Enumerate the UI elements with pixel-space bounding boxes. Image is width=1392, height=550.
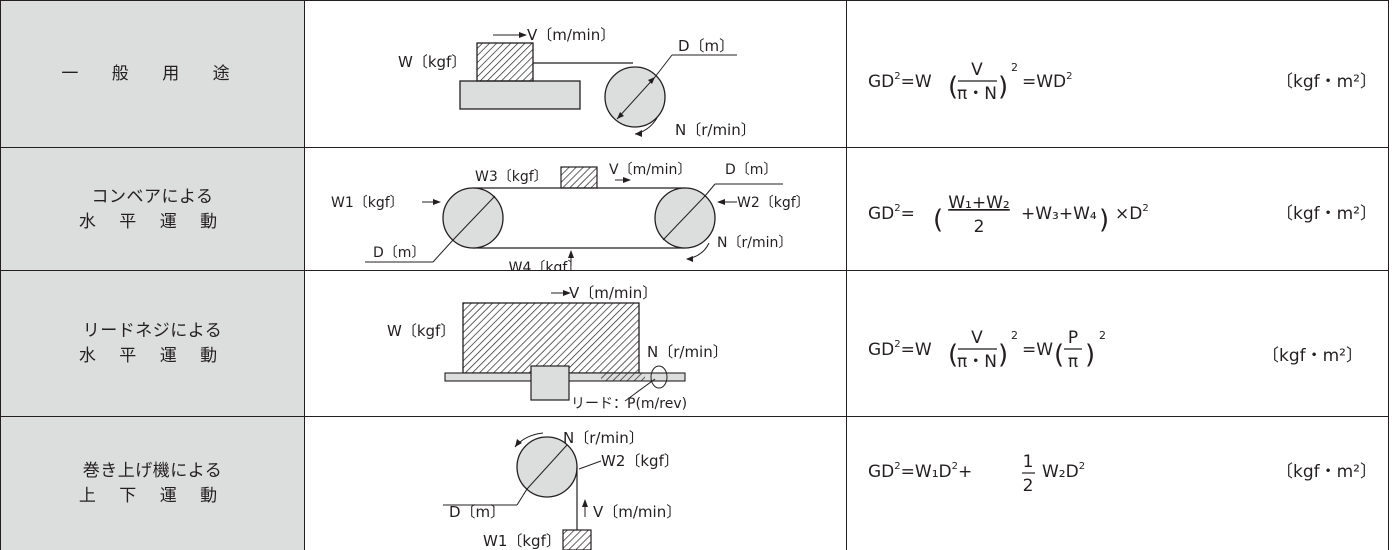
- formula-graphic: GD2= ( W₁+W₂ 2 +W₃+W₄ ) ×D2 〔kgf・m²〕: [868, 193, 1377, 237]
- svg-text:(: (: [1054, 340, 1064, 370]
- table-row: 一 般 用 途: [0, 0, 1389, 148]
- formula-lhs: GD: [868, 72, 894, 92]
- rpm-label: N〔r/min〕: [647, 343, 728, 361]
- speed-label: V〔m/min〕: [593, 503, 681, 521]
- w1-label: W1〔kgf〕: [483, 532, 561, 550]
- svg-text:): ): [1099, 205, 1109, 235]
- svg-text:): ): [998, 72, 1008, 102]
- frac-den: π・N: [957, 352, 997, 372]
- mass-label: W〔kgf〕: [387, 322, 455, 340]
- svg-text:×D2: ×D2: [1115, 203, 1149, 224]
- speed-label: V〔m/min〕: [569, 284, 657, 302]
- general-diagram: V〔m/min〕 W〔kgf〕 D〔m〕 N〔r/min〕: [398, 26, 756, 139]
- frac-den: 2: [1023, 476, 1034, 496]
- figure-leadscrew: V〔m/min〕 W〔kgf〕 N〔r/min〕 リード：P(m/rev): [305, 271, 847, 417]
- hoist-diagram: N〔r/min〕 W2〔kgf〕 D〔m〕 V〔m/min〕 W1〔kgf〕: [443, 429, 681, 550]
- leadscrew-diagram: V〔m/min〕 W〔kgf〕 N〔r/min〕 リード：P(m/rev): [387, 284, 728, 412]
- lead-label: リード：P(m/rev): [571, 396, 687, 412]
- formula-power2: 2: [1099, 329, 1106, 342]
- row-label: 巻き上げ機による 上 下 運 動: [0, 417, 305, 550]
- screw-thread: [601, 373, 645, 381]
- diameter-top-label: D〔m〕: [725, 162, 777, 178]
- figure-general: V〔m/min〕 W〔kgf〕 D〔m〕 N〔r/min〕: [305, 1, 847, 148]
- formula-hoist: GD2=W₁D2+ 1 2 W₂D2 〔kgf・m²〕: [847, 417, 1389, 550]
- svg-text:GD2=W: GD2=W: [868, 339, 932, 360]
- svg-text:GD2=: GD2=: [868, 203, 915, 224]
- rpm-label: N〔r/min〕: [563, 429, 644, 447]
- frac-num: 1: [1023, 452, 1034, 472]
- svg-text:=WD2: =WD2: [1022, 71, 1073, 92]
- w2-label: W2〔kgf〕: [737, 195, 810, 211]
- row-label-line: 水 平 運 動: [78, 211, 227, 232]
- frac-den: π・N: [957, 84, 997, 104]
- svg-text:GD2=W₁D2+: GD2=W₁D2+: [868, 461, 972, 482]
- svg-text:GD2=W: GD2=W: [868, 71, 932, 92]
- w2-label: W2〔kgf〕: [601, 452, 679, 470]
- diameter-label: D〔m〕: [678, 37, 734, 55]
- svg-text:): ): [998, 340, 1008, 370]
- diameter-bottom-label: D〔m〕: [373, 245, 425, 261]
- row-label-line: コンベアによる: [91, 186, 214, 207]
- frac-num: V: [971, 328, 983, 348]
- load-block: [476, 42, 534, 82]
- formula-power: 2: [1011, 329, 1018, 342]
- row-label-line: 巻き上げ機による: [82, 460, 223, 481]
- frac-den: 2: [974, 217, 985, 237]
- unit-label: 〔kgf・m²〕: [1276, 204, 1377, 224]
- svg-text:): ): [1085, 340, 1095, 370]
- unit-label: 〔kgf・m²〕: [1276, 462, 1377, 482]
- frac-num: W₁+W₂: [948, 193, 1010, 213]
- formula-rhs: =WD: [1022, 72, 1066, 92]
- unit-label: 〔kgf・m²〕: [1262, 346, 1363, 366]
- nut-block: [530, 365, 570, 401]
- formula-graphic: GD2=W₁D2+ 1 2 W₂D2 〔kgf・m²〕: [868, 452, 1377, 496]
- w3-label: W3〔kgf〕: [475, 169, 548, 185]
- table-row: 巻き上げ機による 上 下 運 動: [0, 416, 1389, 550]
- speed-label: V〔m/min〕: [527, 26, 615, 44]
- formula-eq: =W: [901, 72, 932, 92]
- conveyor-diagram: W3〔kgf〕 V〔m/min〕 D〔m〕 W1〔kgf〕 W2〔kgf〕 D〔…: [331, 162, 810, 271]
- svg-text:(: (: [933, 205, 943, 235]
- rpm-label: N〔r/min〕: [717, 235, 792, 251]
- row-label: リードネジによる 水 平 運 動: [0, 271, 305, 417]
- frac-num: V: [971, 60, 983, 80]
- row-label-line: リードネジによる: [82, 321, 223, 341]
- figure-conveyor: W3〔kgf〕 V〔m/min〕 D〔m〕 W1〔kgf〕 W2〔kgf〕 D〔…: [305, 148, 847, 271]
- table-load: [462, 302, 640, 374]
- formula-eq2: =W: [1022, 340, 1053, 360]
- w1-label: W1〔kgf〕: [331, 195, 404, 211]
- svg-text:(: (: [948, 72, 958, 102]
- row-label-line: 一 般 用 途: [61, 64, 244, 84]
- row-label: コンベアによる 水 平 運 動: [0, 148, 305, 271]
- formula-tail: W₂D: [1042, 462, 1079, 482]
- speed-label: V〔m/min〕: [609, 162, 691, 178]
- unit-label: 〔kgf・m²〕: [1276, 72, 1377, 92]
- frac2-num: P: [1068, 328, 1078, 348]
- svg-text:W₂D2: W₂D2: [1042, 461, 1085, 482]
- conveyor-load: [560, 166, 598, 189]
- frac2-den: π: [1068, 352, 1078, 372]
- formula-graphic: GD2=W ( V π・N ) 2 =WD2 〔kgf・m²〕: [868, 60, 1377, 104]
- hoist-load: [562, 529, 592, 550]
- formula-conveyor: GD2= ( W₁+W₂ 2 +W₃+W₄ ) ×D2 〔kgf・m²〕: [847, 148, 1389, 271]
- svg-text:(: (: [948, 340, 958, 370]
- row-label-line: 水 平 運 動: [78, 346, 227, 366]
- formula-power: 2: [1011, 61, 1018, 74]
- rpm-label: N〔r/min〕: [675, 121, 756, 139]
- formula-general: GD2=W ( V π・N ) 2 =WD2 〔kgf・m²〕: [847, 1, 1389, 148]
- mass-label: W〔kgf〕: [398, 53, 466, 71]
- table-row: リードネジによる 水 平 運 動 V〔m/min〕 W〔kgf〕: [0, 270, 1389, 417]
- formula-plus: +W₃+W₄: [1021, 204, 1097, 224]
- row-label: 一 般 用 途: [0, 1, 305, 148]
- floor-block: [459, 80, 581, 110]
- table-row: コンベアによる 水 平 運 動: [0, 147, 1389, 271]
- diameter-label: D〔m〕: [449, 503, 505, 521]
- w4-label: W4〔kgf〕: [509, 260, 582, 271]
- row-label-line: 上 下 運 動: [78, 485, 227, 506]
- figure-hoist: N〔r/min〕 W2〔kgf〕 D〔m〕 V〔m/min〕 W1〔kgf〕: [305, 417, 847, 550]
- formula-graphic: GD2=W ( V π・N ) 2 =W ( P π ) 2 〔kgf・m²〕: [868, 328, 1363, 372]
- formula-times: ×D: [1115, 204, 1142, 224]
- formula-leadscrew: GD2=W ( V π・N ) 2 =W ( P π ) 2 〔kgf・m²〕: [847, 271, 1389, 417]
